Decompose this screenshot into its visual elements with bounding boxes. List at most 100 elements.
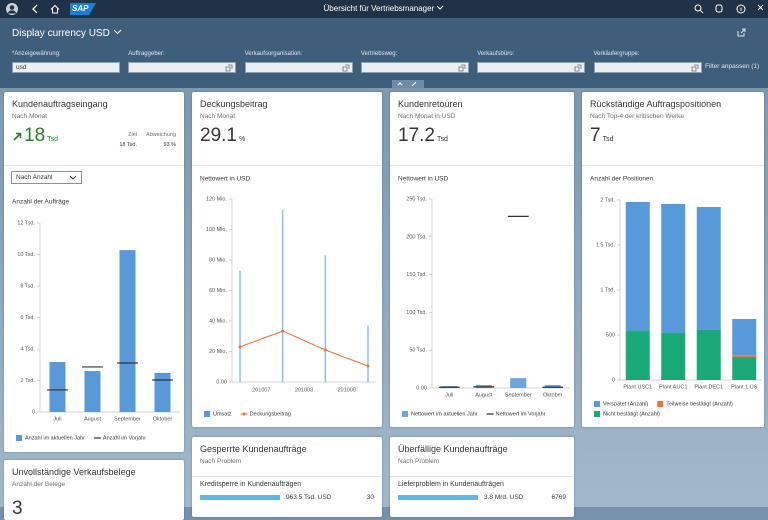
app-title-text: Übersicht für Vertriebsmanager xyxy=(323,4,435,13)
legend-label: Verspätet (Anzahl) xyxy=(603,401,648,407)
dropdown[interactable]: Nach Anzahl xyxy=(11,171,82,184)
legend-label: Nettowert im Vorjahr xyxy=(496,411,546,417)
separator xyxy=(390,165,574,166)
back-icon[interactable] xyxy=(32,4,38,14)
bar-segment xyxy=(732,355,757,358)
arrow-shape xyxy=(13,132,22,141)
collapse-tab[interactable] xyxy=(392,80,424,88)
item-amount: 963.5 Tsd. USD xyxy=(286,494,332,501)
y-tick-label: 6 Tsd. xyxy=(20,315,35,321)
icon-shape xyxy=(342,64,349,72)
bar-segment xyxy=(661,203,686,334)
chart: Nettowert in USD 0.00 50 Tsd. 100 Tsd. 150 T… xyxy=(398,176,570,417)
legend-label: Deckungsbeitrag xyxy=(250,411,291,417)
app-title[interactable]: Übersicht für Vertriebsmanager xyxy=(0,4,768,13)
bar-segment xyxy=(732,318,757,356)
share-icon[interactable] xyxy=(736,28,746,38)
bar xyxy=(281,209,284,382)
bar xyxy=(367,325,369,382)
y-tick-label: 40 Mio. xyxy=(209,318,228,324)
x-tick-label: Juli xyxy=(445,392,453,398)
x-tick-label: August xyxy=(475,392,493,398)
adapt-filters[interactable]: Filter anpassen (1) xyxy=(705,63,760,70)
card-title: Kundenretouren xyxy=(398,99,463,109)
chart-title: Nettowert in USD xyxy=(398,176,449,183)
bar xyxy=(324,255,327,382)
y-tick-label: 1.5 Tsd. xyxy=(596,242,616,248)
y-tick-label: 100 Tsd. xyxy=(406,310,427,316)
line-point xyxy=(238,345,242,349)
filter-label: Auftraggeber: xyxy=(128,51,165,57)
trend-arrow xyxy=(13,132,22,141)
legend-symbol xyxy=(16,435,22,441)
legend-symbol xyxy=(657,401,664,407)
line-point xyxy=(366,364,370,368)
card-title: Unvollständige Verkaufsbelege xyxy=(12,467,136,477)
filter-input[interactable] xyxy=(128,62,237,73)
x-tick-label: Plant USC1 xyxy=(623,384,652,390)
icon-shape xyxy=(225,64,233,72)
y-tick-label: 8 Tsd. xyxy=(20,283,35,289)
dropdown-value: Nach Anzahl xyxy=(16,174,53,181)
value-help-icon xyxy=(691,64,698,72)
card: Gesperrte Kundenaufträge Nach Problem Kred… xyxy=(192,437,382,517)
x-tick-label: 201007 xyxy=(252,387,270,393)
separator xyxy=(582,165,764,166)
y-tick-label: 120 Mio. xyxy=(206,196,228,202)
filter-input[interactable]: usd xyxy=(12,62,120,73)
bar xyxy=(154,372,171,412)
bar-segment xyxy=(625,201,650,332)
item-label: Kreditsperre in Kundenaufträgen xyxy=(200,481,302,488)
x-tick-label: Plant DEC1 xyxy=(694,384,723,390)
item-label: Lieferproblem in Kundenaufträgen xyxy=(398,481,504,488)
kpi-unit: Tsd xyxy=(436,136,448,143)
y-tick-label: 500 xyxy=(606,332,615,338)
logo: SAP xyxy=(72,4,89,13)
item-bar xyxy=(200,495,280,500)
target-label: Ziel xyxy=(128,132,137,138)
card: Deckungsbeitrag Nach Monat 29.1% Nettowert … xyxy=(192,92,382,427)
filter-input[interactable] xyxy=(360,62,469,73)
shell-bar: SAP Übersicht für Vertriebsmanager xyxy=(0,0,768,18)
chart-title: Anzahl der Aufträge xyxy=(12,199,69,206)
y-tick-label: 250 Tsd. xyxy=(406,196,427,202)
y-tick-label: 1 Tsd. xyxy=(600,287,615,293)
separator xyxy=(192,476,382,477)
card-title: Überfällige Kundenaufträge xyxy=(398,444,508,454)
x-tick-label: September xyxy=(505,392,532,398)
bar-segment xyxy=(696,329,721,380)
card-subtitle: Nach Problem xyxy=(200,458,242,465)
card: Unvollständige Verkaufsbelege Anzahl der … xyxy=(4,460,184,520)
x-tick-label: 201008 xyxy=(295,387,313,393)
filter-input[interactable] xyxy=(593,62,702,73)
card-subtitle: Nach Monat xyxy=(12,113,48,120)
filter-value: usd xyxy=(16,64,27,71)
chevron xyxy=(69,175,77,180)
card: Rückständige Auftragspositionen Nach Top-… xyxy=(582,92,764,427)
deviation-label: Abweichung xyxy=(146,132,176,138)
separator xyxy=(390,476,574,477)
line xyxy=(239,330,369,367)
y-tick-label: 60 Mio. xyxy=(209,288,228,294)
header-title[interactable]: Display currency USD xyxy=(12,28,122,39)
x-tick-label: Plant.1 US xyxy=(731,384,758,390)
y-tick-label: 12 Tsd. xyxy=(17,220,35,226)
kpi: 29.1% xyxy=(200,125,245,147)
y-tick-label: 20 Mio. xyxy=(209,349,228,355)
separator xyxy=(192,165,382,166)
x-tick-label: Juli xyxy=(53,416,61,422)
legend-label: Anzahl im Vorjahr xyxy=(103,435,146,441)
filter-input[interactable] xyxy=(477,62,586,73)
card-title: Gesperrte Kundenaufträge xyxy=(200,444,307,454)
kpi-unit: Tsd xyxy=(47,136,59,143)
card: Überfällige Kundenaufträge Nach Problem Li… xyxy=(390,437,574,517)
filter-input[interactable] xyxy=(244,62,353,73)
chart-title: Nettowert in USD xyxy=(200,176,251,183)
filter-label: Verkaufsorganisation: xyxy=(244,51,303,57)
x-tick-label: Oktober xyxy=(543,392,563,398)
y-tick-label: 2 Tsd. xyxy=(600,197,615,203)
icon-shape xyxy=(458,64,466,72)
legend-label: Teilweise bestätigt (Anzahl) xyxy=(666,401,733,407)
home-icon[interactable] xyxy=(50,4,60,14)
chart-title: Anzahl der Positionen xyxy=(590,176,654,183)
